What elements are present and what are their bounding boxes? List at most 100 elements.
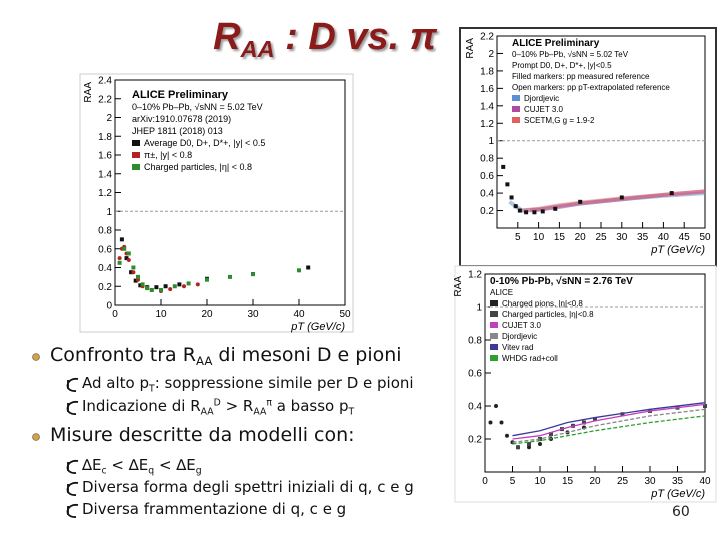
title-part: : D vs. π [274,16,437,58]
data-point [119,246,124,251]
data-point [582,425,586,430]
data-point [251,272,255,277]
data-point [648,408,652,413]
y-tick-label: 2 [106,113,112,124]
y-tick-label: 0.2 [98,282,112,293]
data-point [517,208,522,213]
model-curve [512,408,706,443]
bullet-text: Ad alto pT: soppressione simile per D e … [82,374,414,394]
bullet-mark [66,378,79,392]
data-point [527,445,531,450]
data-point [524,210,529,215]
data-point [133,278,138,283]
data-point [129,270,134,275]
x-tick-label: 50 [339,309,351,320]
slide-title: RAA : D vs. π [180,16,470,63]
data-point [527,441,531,446]
y-tick-label: 1.6 [98,151,112,162]
legend-swatch [512,95,520,101]
bullet-text: Diversa frammentazione di q, c e g [82,500,346,518]
data-point [553,206,558,211]
y-tick-label: 0.4 [480,189,494,200]
data-point [549,432,553,437]
legend-label: Vitev rad [502,343,533,352]
data-point [182,284,186,289]
data-point [205,276,209,281]
data-point [549,437,553,441]
x-tick-label: 5 [515,232,521,243]
text-run: π [266,397,272,409]
legend-swatch [490,355,498,361]
x-tick-label: 15 [562,476,574,487]
model-curve [512,403,706,440]
y-tick-label: 0.6 [468,369,482,380]
chart-frame [79,73,354,333]
x-tick-label: 0 [482,476,488,487]
text-run: Diversa frammentazione di q, c e g [82,500,347,518]
bullet-text: Misure descritte da modelli con: [50,424,355,446]
title-part: R [213,16,241,58]
data-point [126,251,131,256]
legend-swatch [490,322,498,328]
data-point [228,274,232,279]
data-point [494,404,498,408]
data-point [168,287,173,292]
legend-label: WHDG rad+coll [502,354,558,363]
data-point [532,210,537,215]
y-tick-label: 2 [488,49,494,60]
text-run: Ad alto p [82,374,149,392]
y-tick-label: 1 [488,136,494,147]
y-axis-label: RAA [453,276,464,297]
annotation: JHEP 1811 (2018) 013 [132,126,223,136]
x-tick-label: 40 [699,476,711,487]
data-point [499,420,504,425]
x-tick-label: 5 [510,476,516,487]
text-run: AA [253,406,267,418]
y-tick-label: 1 [106,207,112,218]
legend-swatch [490,344,498,350]
y-tick-label: 0.8 [468,336,482,347]
data-point [675,405,680,410]
data-point [138,283,143,288]
text-run: : soppressione simile per D e pioni [154,374,414,392]
annotation: 0–10% Pb–Pb, √sNN = 5.02 TeV [512,50,629,59]
data-point [145,286,150,291]
chart-frame [454,265,717,503]
data-point [620,412,625,417]
annotation: 0–10% Pb–Pb, √sNN = 5.02 TeV [132,102,263,112]
legend-swatch [512,117,520,123]
bullet-mark [66,460,79,474]
y-tick-label: 0.6 [480,171,494,182]
data-point [505,182,510,187]
legend-label: Djordjevic [502,332,537,341]
x-tick-label: 35 [672,476,684,487]
data-point [669,191,674,196]
y-tick-label: 2.2 [480,32,494,43]
annotation: ALICE [490,288,513,297]
y-tick-label: 1.2 [98,188,112,199]
bullet-mark [66,504,79,518]
data-point [145,285,150,290]
bullet-text: Diversa forma degli spettri iniziali di … [82,478,414,496]
x-axis-label: pT (GeV/c) [650,244,705,256]
data-point [516,445,520,450]
text-run: Diversa forma degli spettri iniziali di … [82,478,414,496]
x-tick-label: 20 [589,476,601,487]
x-tick-label: 25 [617,476,629,487]
data-point [703,404,707,408]
y-tick-label: 1.6 [480,84,494,95]
data-point [582,420,586,425]
data-point [571,423,575,428]
data-point [578,199,583,204]
x-tick-label: 30 [644,476,656,487]
y-tick-label: 1.8 [480,66,494,77]
bullet-text: ∆Ec < ∆Eq < ∆Eg [82,456,202,476]
text-run: AA [195,354,213,369]
data-point [126,258,131,262]
legend-swatch [490,300,498,306]
data-point [124,256,129,261]
annotation: 0-10% Pb-Pb, √sNN = 2.76 TeV [490,276,633,287]
model-curve [508,191,706,213]
model-curve [530,189,706,213]
annotation: Prompt D0, D+, D*+, |y|<0.5 [512,61,612,70]
